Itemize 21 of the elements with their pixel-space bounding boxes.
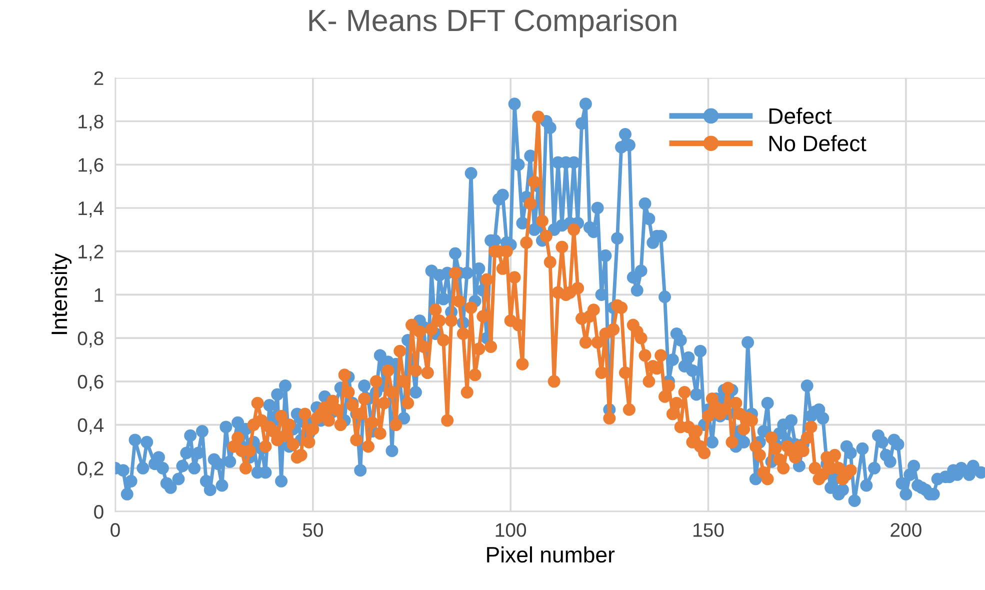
chart-title: K- Means DFT Comparison	[309, 8, 676, 38]
y-tick-label: 1,6	[78, 158, 104, 174]
x-tick-label: 0	[110, 523, 120, 537]
x-tick-label: 200	[890, 523, 922, 537]
y-tick-label: 1,8	[78, 114, 104, 131]
x-tick-label: 150	[694, 523, 724, 537]
y-tick-label: 1,2	[78, 244, 104, 261]
y-tick-label: 0,6	[78, 374, 104, 391]
x-axis-title: Pixel number	[487, 546, 615, 563]
y-tick-label: 1	[94, 288, 104, 302]
legend-label: No Defect	[769, 135, 866, 152]
x-tick-label: 50	[302, 523, 323, 537]
y-axis-title: Intensity	[50, 253, 72, 334]
y-tick-label: 0,2	[78, 462, 104, 478]
y-tick-label: 0,4	[78, 418, 104, 434]
y-tick-label: 2	[94, 71, 104, 85]
y-tick-label: 1,4	[78, 202, 104, 218]
y-tick-label: 0	[94, 505, 104, 519]
y-tick-label: 0,8	[78, 332, 104, 348]
x-tick-label: 100	[496, 523, 526, 537]
legend-label: Defect	[769, 108, 832, 124]
